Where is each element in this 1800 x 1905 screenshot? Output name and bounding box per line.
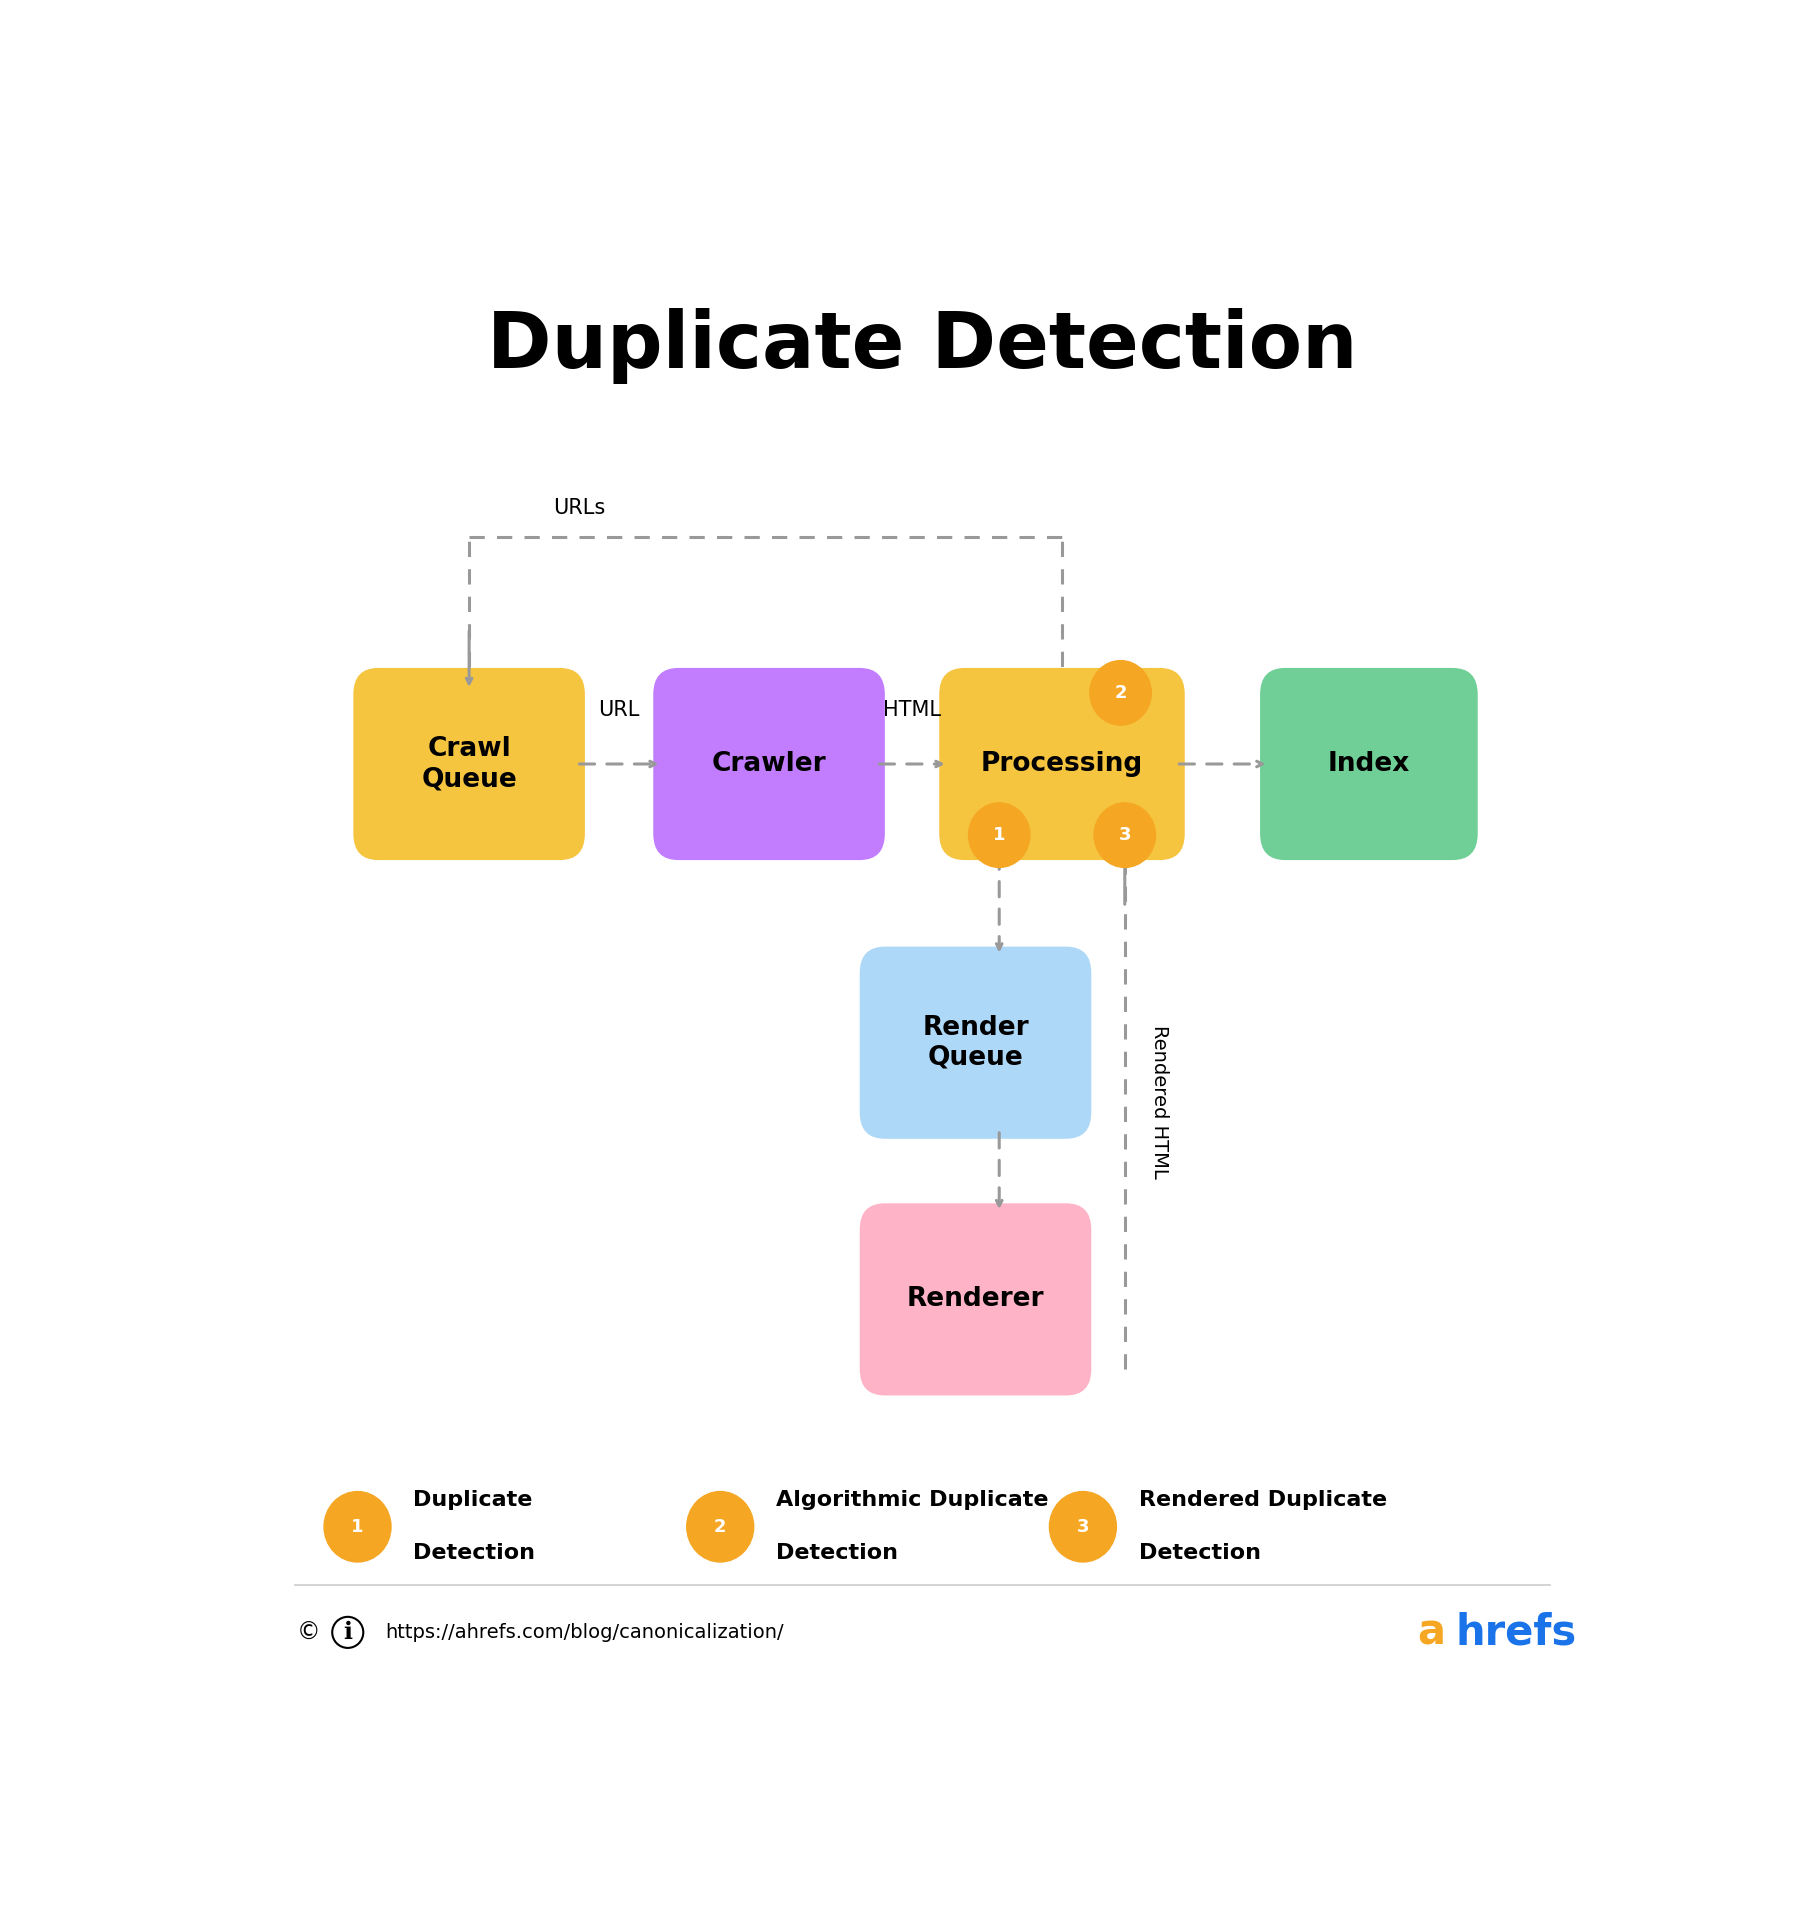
Circle shape [968, 802, 1030, 867]
Text: URLs: URLs [553, 497, 605, 518]
Text: ©: © [297, 1621, 320, 1644]
Text: Algorithmic Duplicate: Algorithmic Duplicate [776, 1490, 1049, 1511]
Text: https://ahrefs.com/blog/canonicalization/: https://ahrefs.com/blog/canonicalization… [385, 1623, 785, 1642]
Text: Detection: Detection [776, 1543, 898, 1564]
Circle shape [688, 1492, 754, 1562]
Text: Index: Index [1328, 751, 1409, 777]
Text: 1: 1 [994, 827, 1006, 844]
Text: Rendered Duplicate: Rendered Duplicate [1139, 1490, 1386, 1511]
FancyBboxPatch shape [860, 947, 1091, 1139]
Text: Renderer: Renderer [907, 1286, 1044, 1313]
Text: ℹ: ℹ [344, 1621, 353, 1644]
Text: Crawl
Queue: Crawl Queue [421, 735, 517, 792]
Text: Processing: Processing [981, 751, 1143, 777]
Text: Duplicate Detection: Duplicate Detection [488, 309, 1357, 385]
Text: 2: 2 [1114, 684, 1127, 701]
Text: 3: 3 [1076, 1518, 1089, 1535]
Circle shape [1094, 802, 1156, 867]
Text: a: a [1418, 1612, 1445, 1654]
FancyBboxPatch shape [940, 669, 1184, 859]
FancyBboxPatch shape [860, 1204, 1091, 1396]
Circle shape [1091, 661, 1152, 726]
Circle shape [1049, 1492, 1116, 1562]
Text: 2: 2 [715, 1518, 727, 1535]
Text: Rendered HTML: Rendered HTML [1150, 1025, 1168, 1179]
Text: 3: 3 [1118, 827, 1130, 844]
Text: Detection: Detection [1139, 1543, 1260, 1564]
Text: HTML: HTML [884, 699, 941, 720]
FancyBboxPatch shape [653, 669, 886, 859]
FancyBboxPatch shape [1260, 669, 1478, 859]
Text: URL: URL [598, 699, 639, 720]
Circle shape [324, 1492, 391, 1562]
Text: hrefs: hrefs [1456, 1612, 1577, 1654]
Text: Render
Queue: Render Queue [922, 1015, 1030, 1071]
Text: Duplicate: Duplicate [414, 1490, 533, 1511]
Text: Detection: Detection [414, 1543, 535, 1564]
Text: 1: 1 [351, 1518, 364, 1535]
FancyBboxPatch shape [353, 669, 585, 859]
Text: Crawler: Crawler [711, 751, 826, 777]
